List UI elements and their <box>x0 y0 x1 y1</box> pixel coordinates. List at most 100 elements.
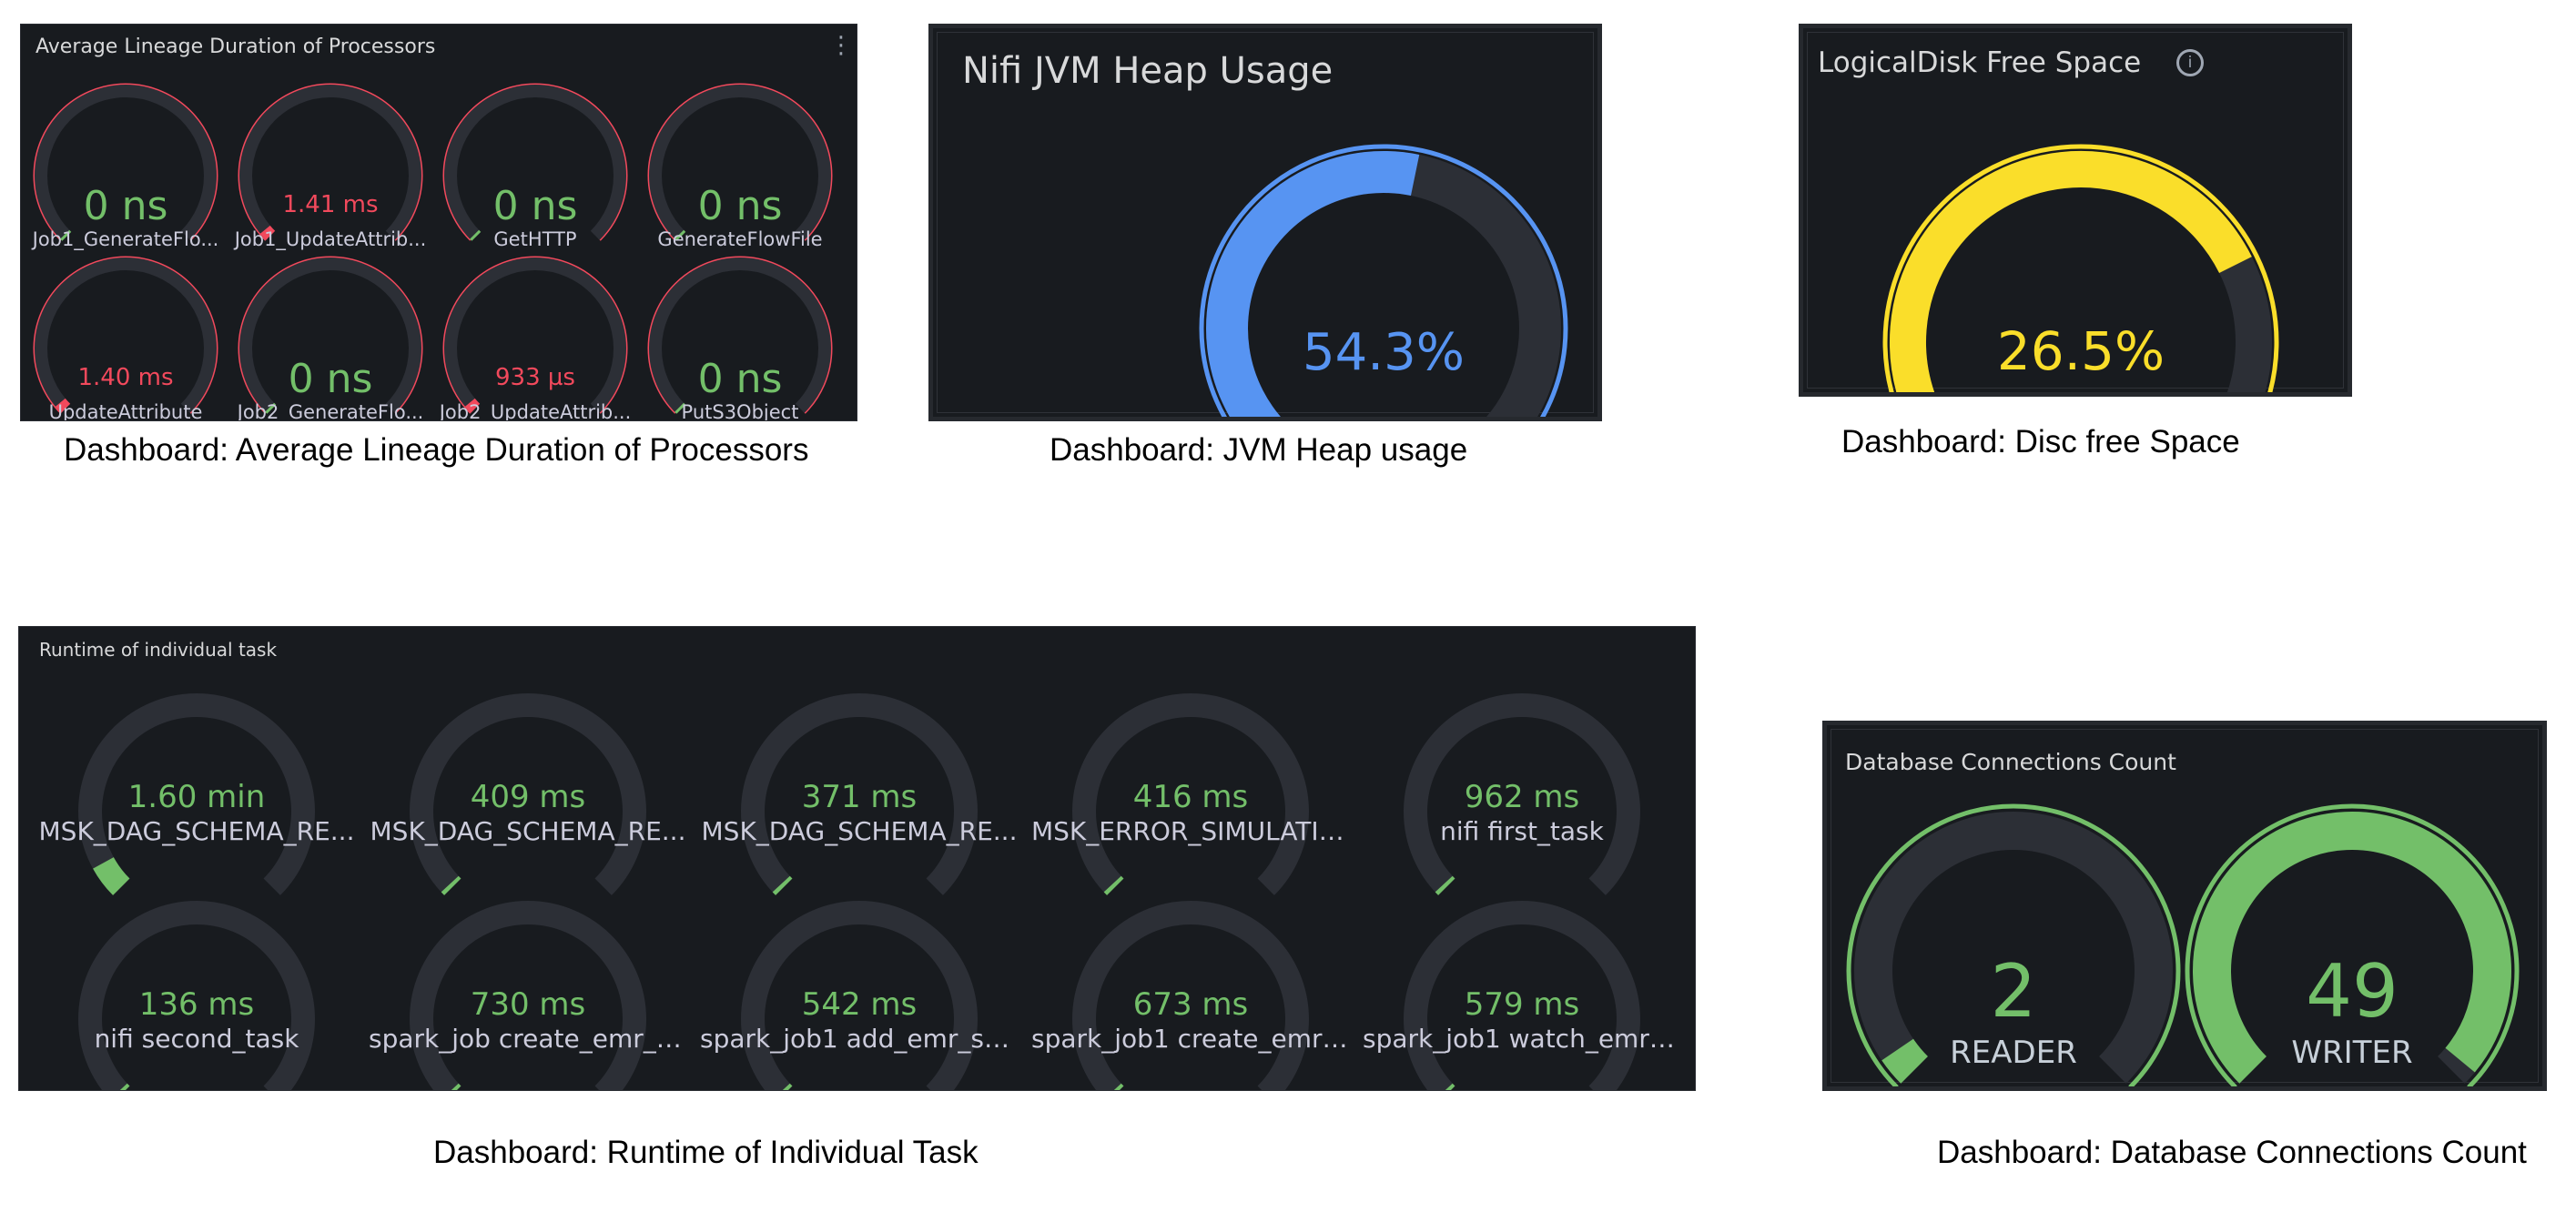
runtime-gauge-label: MSK_DAG_SCHEMA_RE... <box>38 816 355 846</box>
lineage-gauge-track <box>444 85 626 240</box>
runtime-gauge-value-arc <box>772 875 793 895</box>
lineage-gauge-value-arc <box>259 225 276 240</box>
disk-gauge-svg: 26.5% <box>1882 144 2279 392</box>
lineage-gauge: 0 ns <box>644 256 836 414</box>
lineage-gauge-svg: 0 ns <box>442 83 628 241</box>
runtime-gauge-svg: 136 ms <box>78 901 315 1090</box>
runtime-gauge: 673 ms <box>1072 896 1309 1090</box>
runtime-gauge-svg: 962 ms <box>1404 693 1640 895</box>
runtime-gauge: 579 ms <box>1404 896 1640 1090</box>
lineage-gauge-value-arc <box>674 229 686 241</box>
db-caption: Dashboard: Database Connections Count <box>1937 1135 2527 1170</box>
lineage-gauge-value: 0 ns <box>84 183 168 229</box>
lineage-gauge-track <box>649 85 831 240</box>
runtime-gauge-track <box>78 693 315 895</box>
lineage-gauge-label: Job1_UpdateAttrib... <box>234 228 427 250</box>
runtime-gauge-track <box>410 901 646 1090</box>
lineage-gauge-label: GetHTTP <box>493 228 577 250</box>
runtime-gauge: 962 ms <box>1404 689 1640 895</box>
runtime-gauge-track <box>741 693 978 895</box>
db-panel-title: Database Connections Count <box>1845 749 2176 775</box>
lineage-gauge-value: 0 ns <box>698 356 783 402</box>
heap-gauge-value-arc <box>1206 151 1420 417</box>
lineage-gauge-value: 1.41 ms <box>282 191 378 218</box>
heap-gauge-svg: 54.3% <box>1199 144 1568 417</box>
lineage-gauge: 0 ns <box>440 83 631 241</box>
runtime-gauge-svg: 579 ms <box>1404 901 1640 1090</box>
more-vertical-icon[interactable]: ⋮ <box>829 32 853 59</box>
lineage-gauge-value-arc <box>265 402 277 414</box>
lineage-gauge-value-arc <box>674 402 686 414</box>
lineage-gauge-track <box>35 85 217 240</box>
runtime-gauge-track <box>1404 693 1640 895</box>
runtime-gauge-value: 730 ms <box>471 986 586 1023</box>
runtime-gauge-label: MSK_DAG_SCHEMA_RE... <box>370 816 686 846</box>
lineage-gauge-label: UpdateAttribute <box>48 401 203 421</box>
heap-panel: Nifi JVM Heap Usage 54.3% <box>928 24 1602 421</box>
runtime-gauge-value: 1.60 min <box>128 779 266 815</box>
runtime-gauge-track <box>78 901 315 1090</box>
lineage-panel: Average Lineage Duration of Processors ⋮… <box>20 24 857 421</box>
lineage-gauge-svg: 0 ns <box>238 256 423 414</box>
disk-gauge-threshold-arc <box>1882 144 2279 392</box>
runtime-panel: Runtime of individual task 1.60 min MSK_D… <box>18 626 1696 1091</box>
lineage-gauge-value: 0 ns <box>493 183 578 229</box>
db-gauge-value-arc <box>1881 1038 1929 1084</box>
lineage-gauge-value: 1.40 ms <box>77 364 173 391</box>
runtime-gauge-label: MSK_DAG_SCHEMA_RE... <box>701 816 1018 846</box>
runtime-gauge: 136 ms <box>78 896 315 1090</box>
db-panel: Database Connections Count 2 READER 49 WRIT… <box>1822 721 2547 1091</box>
runtime-gauge-svg: 542 ms <box>741 901 978 1090</box>
lineage-gauge-value-arc <box>464 398 481 413</box>
disk-caption: Dashboard: Disc free Space <box>1841 424 2240 460</box>
db-gauge-threshold-arc <box>2185 803 2520 1086</box>
db-gauge-value: 49 <box>2306 949 2399 1034</box>
runtime-gauge: 371 ms <box>741 689 978 895</box>
runtime-gauge: 409 ms <box>410 689 646 895</box>
db-gauge-track <box>1854 812 2173 1084</box>
runtime-gauge-track <box>1404 901 1640 1090</box>
runtime-gauge-value: 371 ms <box>802 779 918 815</box>
runtime-gauge-track <box>1072 901 1309 1090</box>
runtime-gauge-label: nifi second_task <box>94 1024 299 1054</box>
lineage-gauge-value-arc <box>470 229 482 241</box>
heap-panel-title: Nifi JVM Heap Usage <box>962 50 1334 92</box>
lineage-gauge-track <box>649 258 831 413</box>
runtime-gauge: 542 ms <box>741 896 978 1090</box>
info-circle-icon[interactable]: i <box>2176 49 2204 76</box>
lineage-gauge-track <box>35 258 217 413</box>
lineage-gauge-value-arc <box>55 398 71 413</box>
runtime-gauge-value-arc <box>93 856 130 895</box>
runtime-gauge-label: spark_job1 add_emr_steps <box>700 1024 1019 1054</box>
lineage-panel-title: Average Lineage Duration of Processors <box>35 35 436 58</box>
heap-caption: Dashboard: JVM Heap usage <box>1050 432 1468 468</box>
runtime-gauge-value: 579 ms <box>1465 986 1580 1023</box>
db-gauge-svg: 49 <box>2185 803 2520 1086</box>
runtime-gauge-value-arc <box>1435 875 1455 895</box>
runtime-gauge-svg: 1.60 min <box>78 693 315 895</box>
disk-panel: LogicalDisk Free Space i 26.5% <box>1799 24 2352 397</box>
lineage-gauge: 1.41 ms <box>235 83 426 241</box>
lineage-gauge-svg: 933 µs <box>442 256 628 414</box>
lineage-gauge-value-arc <box>60 229 72 241</box>
runtime-gauge-value-arc <box>441 875 461 895</box>
lineage-gauge-svg: 0 ns <box>647 83 833 241</box>
lineage-gauge-svg: 0 ns <box>33 83 218 241</box>
lineage-gauge: 0 ns <box>644 83 836 241</box>
runtime-gauge-label: spark_job1 watch_emr_s... <box>1363 1024 1681 1054</box>
db-gauge-svg: 2 <box>1846 803 2181 1086</box>
runtime-gauge-value: 962 ms <box>1465 779 1580 815</box>
runtime-gauge-value-arc <box>1103 875 1124 895</box>
runtime-caption: Dashboard: Runtime of Individual Task <box>433 1135 979 1170</box>
lineage-gauge-svg: 1.41 ms <box>238 83 423 241</box>
lineage-gauge: 0 ns <box>30 83 221 241</box>
lineage-gauge: 0 ns <box>235 256 426 414</box>
runtime-gauge-value: 673 ms <box>1133 986 1249 1023</box>
runtime-gauge-svg: 416 ms <box>1072 693 1309 895</box>
db-gauge-value-arc <box>2193 812 2511 1084</box>
lineage-caption: Dashboard: Average Lineage Duration of P… <box>64 432 809 468</box>
runtime-gauge: 1.60 min <box>78 689 315 895</box>
heap-gauge: 54.3% <box>1199 144 1568 417</box>
heap-gauge-threshold-arc <box>1199 144 1568 417</box>
db-gauge-label: READER <box>1950 1035 2077 1071</box>
